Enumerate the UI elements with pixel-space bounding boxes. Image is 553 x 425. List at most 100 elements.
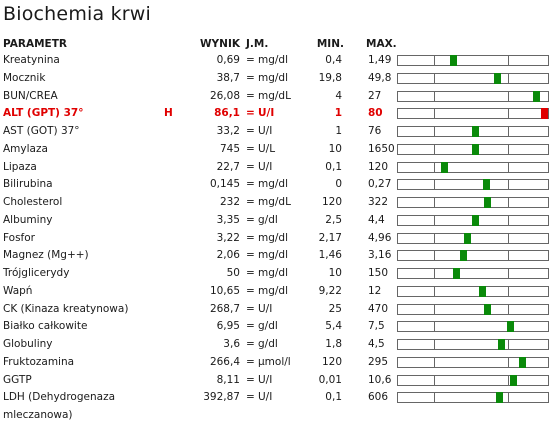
unit-label: mg/dl — [258, 71, 289, 84]
result-value: 0,145 — [209, 178, 240, 191]
table-row: Albuminy 3,35 = g/dl 2,5 4,4 — [0, 212, 553, 230]
header-result: WYNIK — [199, 38, 240, 50]
range-divider-low — [434, 73, 435, 83]
value-marker — [494, 72, 501, 84]
unit-label: U/I — [258, 125, 273, 137]
range-divider-low — [434, 180, 435, 190]
result-value: 3,22 — [216, 231, 240, 244]
max-value: 12 — [368, 284, 382, 297]
equals-sign: = — [246, 107, 255, 120]
unit-label: g/dl — [258, 213, 278, 226]
table-row: Trójglicerydy 50 = mg/dl 10 150 — [0, 265, 553, 283]
range-divider-high — [508, 269, 509, 278]
range-divider-low — [434, 251, 435, 261]
table-row: AST (GOT) 37° 33,2 = U/I 1 76 — [0, 123, 553, 141]
table-row: Fruktozamina 266,4 = µmol/l 120 295 — [0, 354, 553, 372]
min-value: 4 — [335, 89, 342, 102]
unit-label: mg/dl — [258, 54, 289, 66]
max-value: 295 — [368, 355, 389, 368]
max-value: 0,27 — [368, 178, 392, 191]
unit-label: mg/dl — [258, 267, 289, 279]
range-bar — [397, 303, 549, 315]
param-label: Albuminy — [3, 213, 53, 226]
value-marker — [479, 285, 486, 297]
value-marker — [484, 303, 491, 315]
header-max: MAX. — [366, 38, 397, 50]
range-bar — [397, 197, 549, 208]
range-divider-low — [434, 144, 435, 154]
range-bar — [397, 55, 549, 66]
range-divider-low — [434, 215, 435, 225]
max-value: 4,4 — [368, 213, 385, 226]
range-divider-low — [434, 340, 435, 349]
value-marker — [472, 143, 479, 155]
min-value: 10 — [328, 142, 342, 155]
result-value: 266,4 — [209, 355, 240, 368]
range-divider-high — [508, 109, 509, 119]
max-value: 1,49 — [368, 54, 392, 66]
value-marker — [519, 356, 526, 368]
results-table: PARAMETR WYNIK J.M. MIN. MAX. Kreatynina… — [0, 36, 553, 421]
range-bar — [397, 392, 549, 404]
value-marker — [460, 250, 467, 262]
range-divider-high — [508, 233, 509, 243]
table-row: Białko całkowite 6,95 = g/dl 5,4 7,5 — [0, 318, 553, 336]
range-divider-high — [508, 215, 509, 225]
range-divider-high — [508, 340, 509, 349]
min-value: 0,1 — [325, 160, 342, 173]
table-row: ALT (GPT) 37° H 86,1 = U/I 1 80 — [0, 105, 553, 123]
min-value: 0,1 — [325, 391, 342, 404]
result-value: 3,6 — [223, 338, 240, 350]
param-label: Wapń — [3, 284, 33, 297]
range-divider-low — [434, 322, 435, 332]
range-divider-high — [508, 56, 509, 65]
min-value: 25 — [328, 302, 342, 315]
max-value: 150 — [368, 267, 389, 279]
param-label: Fosfor — [3, 231, 35, 244]
range-divider-low — [434, 357, 435, 367]
unit-label: mg/dl — [258, 249, 289, 262]
result-value: 26,08 — [209, 89, 240, 102]
page-title: Biochemia krwi — [3, 3, 152, 25]
equals-sign: = — [246, 355, 255, 368]
table-row: Magnez (Mg++) 2,06 = mg/dl 1,46 3,16 — [0, 247, 553, 265]
max-value: 7,5 — [368, 320, 385, 333]
table-row: BUN/CREA 26,08 = mg/dL 4 27 — [0, 88, 553, 106]
unit-label: mg/dl — [258, 178, 289, 191]
param-label: Mocznik — [3, 71, 46, 84]
equals-sign: = — [246, 89, 255, 102]
range-bar — [397, 356, 549, 368]
range-divider-high — [508, 144, 509, 154]
max-value: 49,8 — [368, 71, 392, 84]
max-value: 4,96 — [368, 231, 392, 244]
unit-label: U/I — [258, 373, 273, 386]
result-value: 8,11 — [216, 373, 240, 386]
result-value: 50 — [226, 267, 240, 279]
range-bar — [397, 250, 549, 262]
equals-sign: = — [246, 302, 255, 315]
min-value: 5,4 — [325, 320, 342, 333]
range-bar — [397, 126, 549, 137]
value-marker — [441, 161, 448, 173]
result-value: 86,1 — [214, 107, 240, 120]
unit-label: mg/dL — [258, 196, 291, 208]
result-value: 232 — [219, 196, 240, 208]
header-unit: J.M. — [246, 38, 269, 50]
range-bar — [397, 321, 549, 333]
value-marker — [472, 214, 479, 226]
param-label: Białko całkowite — [3, 320, 88, 333]
range-divider-high — [508, 162, 509, 172]
value-marker — [464, 232, 471, 244]
range-divider-high — [508, 393, 509, 403]
range-divider-low — [434, 269, 435, 278]
unit-label: mg/dL — [258, 89, 291, 102]
param-label: Globuliny — [3, 338, 53, 350]
equals-sign: = — [246, 373, 255, 386]
table-row: Amylaza 745 = U/L 10 1650 — [0, 141, 553, 159]
min-value: 0,01 — [318, 373, 342, 386]
equals-sign: = — [246, 284, 255, 297]
equals-sign: = — [246, 249, 255, 262]
range-divider-low — [434, 162, 435, 172]
range-divider-low — [434, 109, 435, 119]
equals-sign: = — [246, 196, 255, 208]
